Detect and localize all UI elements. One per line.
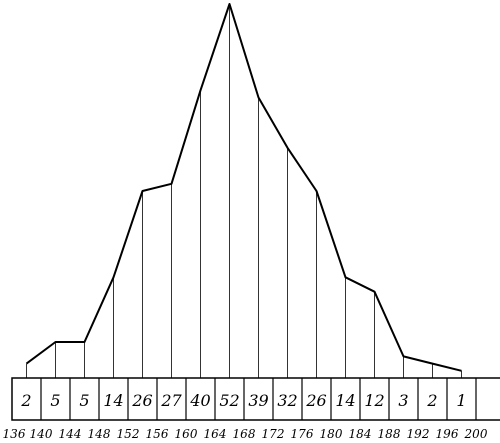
tick-label-168: 168 — [233, 427, 256, 441]
tick-label-196: 196 — [436, 427, 459, 441]
count-label-156-160: 27 — [160, 391, 182, 410]
tick-label-172: 172 — [262, 427, 285, 441]
tick-label-200: 200 — [464, 427, 488, 441]
tick-label-164: 164 — [204, 427, 227, 441]
count-label-148-152: 14 — [103, 391, 123, 410]
count-label-196-200: 1 — [456, 391, 466, 410]
count-label-164-168: 52 — [219, 391, 239, 410]
tick-label-136: 136 — [3, 427, 26, 441]
tick-label-184: 184 — [349, 427, 372, 441]
tick-label-140: 140 — [30, 427, 53, 441]
count-label-184-188: 12 — [364, 391, 384, 410]
tick-label-180: 180 — [320, 427, 343, 441]
tick-label-176: 176 — [291, 427, 314, 441]
table-border — [11, 377, 500, 421]
tick-label-188: 188 — [378, 427, 401, 441]
count-label-192-196: 2 — [426, 391, 437, 410]
tick-label-156: 156 — [146, 427, 169, 441]
vertical-lines — [26, 4, 462, 378]
count-label-176-180: 26 — [305, 391, 326, 410]
count-label-168-172: 39 — [248, 391, 268, 410]
count-label-140-144: 5 — [50, 391, 60, 410]
count-label-136-140: 2 — [20, 391, 31, 410]
tick-label-192: 192 — [407, 427, 430, 441]
frequency-polygon-line — [25, 3, 462, 372]
x-axis-ticks: 136 140 144 148 152 156 160 164 168 172 176 180 184 1… — [3, 427, 488, 441]
tick-label-144: 144 — [59, 427, 82, 441]
frequency-table: 2 5 5 14 26 27 40 52 39 32 26 14 12 3 2 1 — [11, 377, 500, 421]
count-label-144-148: 5 — [79, 391, 89, 410]
count-label-160-164: 40 — [189, 391, 210, 410]
count-label-180-184: 14 — [335, 391, 355, 410]
count-label-172-176: 32 — [277, 391, 297, 410]
tick-label-148: 148 — [88, 427, 111, 441]
count-label-152-156: 26 — [131, 391, 152, 410]
count-label-188-192: 3 — [398, 391, 408, 410]
tick-label-160: 160 — [175, 427, 198, 441]
tick-label-152: 152 — [117, 427, 140, 441]
